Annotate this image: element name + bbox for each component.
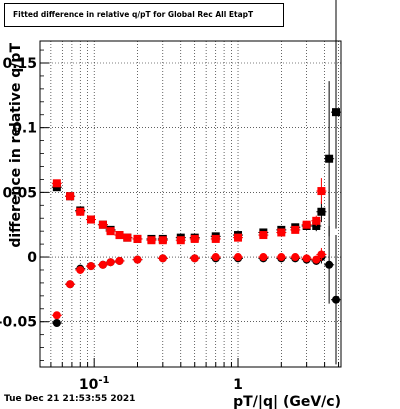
data-point-square <box>133 234 142 243</box>
y-axis-label: difference in relative q/pT <box>8 43 24 248</box>
data-point-circle <box>302 254 311 263</box>
series-0 <box>51 0 342 243</box>
data-point-circle <box>133 255 142 264</box>
data-point-square <box>190 234 199 243</box>
data-point-circle <box>106 258 115 267</box>
y-tick-label: 0.05 <box>2 185 37 201</box>
data-point-square <box>147 236 156 245</box>
chart-title: Fitted difference in relative q/pT for G… <box>4 3 284 27</box>
x-tick-label: 1 <box>233 377 243 393</box>
data-point-square <box>291 225 300 234</box>
x-axis-label: pT/|q| (GeV/c) <box>233 394 341 409</box>
data-point-circle <box>190 254 199 263</box>
data-point-square <box>302 220 311 229</box>
series-1 <box>51 178 327 245</box>
y-tick-label: 0.15 <box>2 56 37 72</box>
data-point-square <box>176 236 185 245</box>
data-point-circle <box>325 260 334 269</box>
data-point-square <box>66 192 75 201</box>
data-point-square <box>86 215 95 224</box>
data-point-circle <box>66 280 75 289</box>
data-point-square <box>98 220 107 229</box>
data-point-square <box>158 236 167 245</box>
y-tick-label: -0.05 <box>0 315 37 331</box>
data-point-square <box>312 216 321 225</box>
data-series <box>51 0 342 365</box>
data-point-square <box>106 227 115 236</box>
data-point-circle <box>86 262 95 271</box>
data-point-circle <box>277 253 286 262</box>
data-point-square <box>211 234 220 243</box>
timestamp: Tue Dec 21 21:53:55 2021 <box>4 394 136 404</box>
data-point-circle <box>115 256 124 265</box>
data-point-circle <box>211 253 220 262</box>
grid-lines <box>40 41 341 367</box>
data-point-square <box>123 233 132 242</box>
data-point-square <box>332 108 341 117</box>
data-point-circle <box>312 255 321 264</box>
data-point-square <box>317 187 326 196</box>
data-point-square <box>52 179 61 188</box>
y-tick-label: 0 <box>27 250 37 266</box>
series-3 <box>51 247 327 320</box>
data-point-square <box>234 233 243 242</box>
axis-ticks <box>40 49 340 367</box>
data-point-square <box>115 231 124 240</box>
data-point-circle <box>52 319 61 328</box>
data-point-square <box>76 207 85 216</box>
data-point-circle <box>52 311 61 320</box>
data-point-square <box>277 228 286 237</box>
x-tick-label: 10-1 <box>79 375 110 393</box>
tick-labels: -0.05 0 0.05 0.1 0.15 10-1 1 <box>0 56 243 393</box>
y-tick-label: 0.1 <box>12 121 37 137</box>
data-point-circle <box>259 253 268 262</box>
data-point-square <box>259 231 268 240</box>
data-point-circle <box>76 265 85 274</box>
data-point-circle <box>98 260 107 269</box>
data-point-circle <box>317 250 326 259</box>
data-point-circle <box>158 254 167 263</box>
data-point-square <box>325 154 334 163</box>
series-2 <box>51 225 342 365</box>
plot-frame <box>39 40 342 368</box>
data-point-circle <box>291 253 300 262</box>
data-point-circle <box>234 253 243 262</box>
data-point-square <box>317 207 326 216</box>
data-point-circle <box>332 295 341 304</box>
